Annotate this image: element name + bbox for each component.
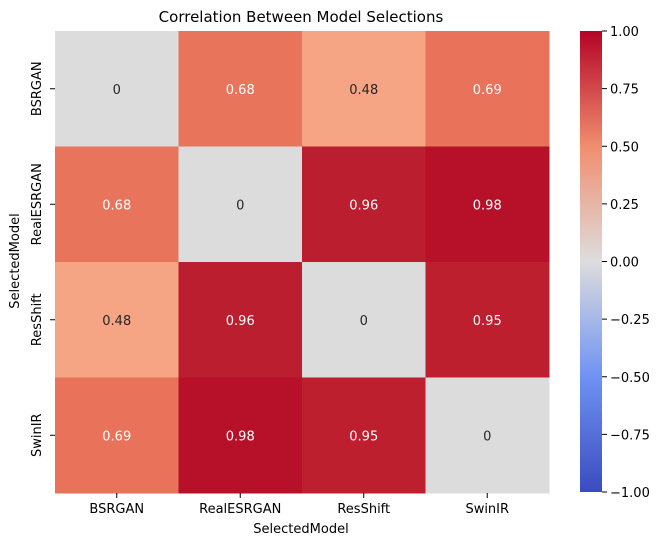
cell-value-label: 0.96 — [226, 314, 255, 329]
colorbar-tick-label: 0.25 — [610, 198, 639, 213]
heatmap-cell — [425, 31, 550, 147]
x-tick-label: RealESRGAN — [199, 502, 281, 517]
heatmap-cell — [55, 31, 179, 147]
cell-value-label: 0.48 — [349, 83, 378, 98]
cell-value-label: 0.68 — [226, 83, 255, 98]
colorbar-tick-label: −1.00 — [610, 486, 650, 501]
cell-value-label: 0.95 — [473, 314, 502, 329]
heatmap-cell — [55, 146, 179, 263]
heatmap-cell — [178, 377, 303, 494]
cell-value-label: 0 — [360, 314, 368, 329]
cell-value-label: 0.68 — [102, 198, 131, 213]
y-axis-ticks: BSRGAN RealESRGAN ResShift SwinIR — [30, 61, 55, 457]
cell-value-label: 0.98 — [473, 198, 502, 213]
heatmap-cell — [178, 31, 303, 147]
x-tick-label: ResShift — [337, 502, 390, 517]
y-tick-label: ResShift — [30, 293, 45, 346]
colorbar — [580, 31, 602, 492]
colorbar-tick-label: 0.50 — [610, 140, 639, 155]
heatmap-cell — [425, 377, 550, 494]
heatmap-cell — [55, 262, 179, 378]
heatmap-cell — [178, 262, 303, 378]
cell-value-label: 0.96 — [349, 198, 378, 213]
heatmap-cell — [302, 146, 426, 263]
chart-title: Correlation Between Model Selections — [159, 8, 444, 26]
x-tick-label: SwinIR — [465, 502, 509, 517]
x-axis-ticks: BSRGAN RealESRGAN ResShift SwinIR — [89, 493, 509, 517]
cell-value-label: 0.95 — [349, 429, 378, 444]
colorbar-tick-label: −0.25 — [610, 313, 650, 328]
y-tick-label: SwinIR — [30, 413, 45, 457]
heatmap-cell — [302, 377, 426, 494]
colorbar-tick-label: 0.00 — [610, 256, 639, 271]
cell-value-label: 0.98 — [226, 429, 255, 444]
y-tick-label: RealESRGAN — [30, 163, 45, 245]
x-tick-label: BSRGAN — [89, 502, 144, 517]
y-tick-label: BSRGAN — [30, 61, 45, 116]
cell-value-label: 0.48 — [102, 314, 131, 329]
colorbar-ticks: 1.00 0.75 0.50 0.25 0.00 −0.25 −0.50 −0.75 −1.00 — [602, 25, 650, 501]
colorbar-tick-label: 0.75 — [610, 83, 639, 98]
y-axis-label: SelectedModel — [8, 213, 23, 308]
heatmap-cell — [302, 262, 426, 378]
cell-value-label: 0.69 — [473, 83, 502, 98]
cell-value-label: 0 — [113, 83, 121, 98]
heatmap-cell — [425, 146, 550, 263]
x-axis-label: SelectedModel — [253, 522, 348, 537]
colorbar-tick-label: −0.50 — [610, 371, 650, 386]
cell-value-label: 0 — [236, 198, 244, 213]
cell-value-label: 0 — [483, 429, 491, 444]
cell-value-label: 0.69 — [102, 429, 131, 444]
heatmap-cell — [302, 31, 426, 147]
heatmap-cell — [178, 146, 303, 263]
heatmap-cells: 0 0.68 0.48 0.69 0.68 0 0.96 0.98 0.48 0.96 0 0.95 0… — [55, 31, 550, 494]
colorbar-tick-label: −0.75 — [610, 428, 650, 443]
heatmap-cell — [55, 377, 179, 494]
colorbar-tick-label: 1.00 — [610, 25, 639, 40]
heatmap-cell — [425, 262, 550, 378]
